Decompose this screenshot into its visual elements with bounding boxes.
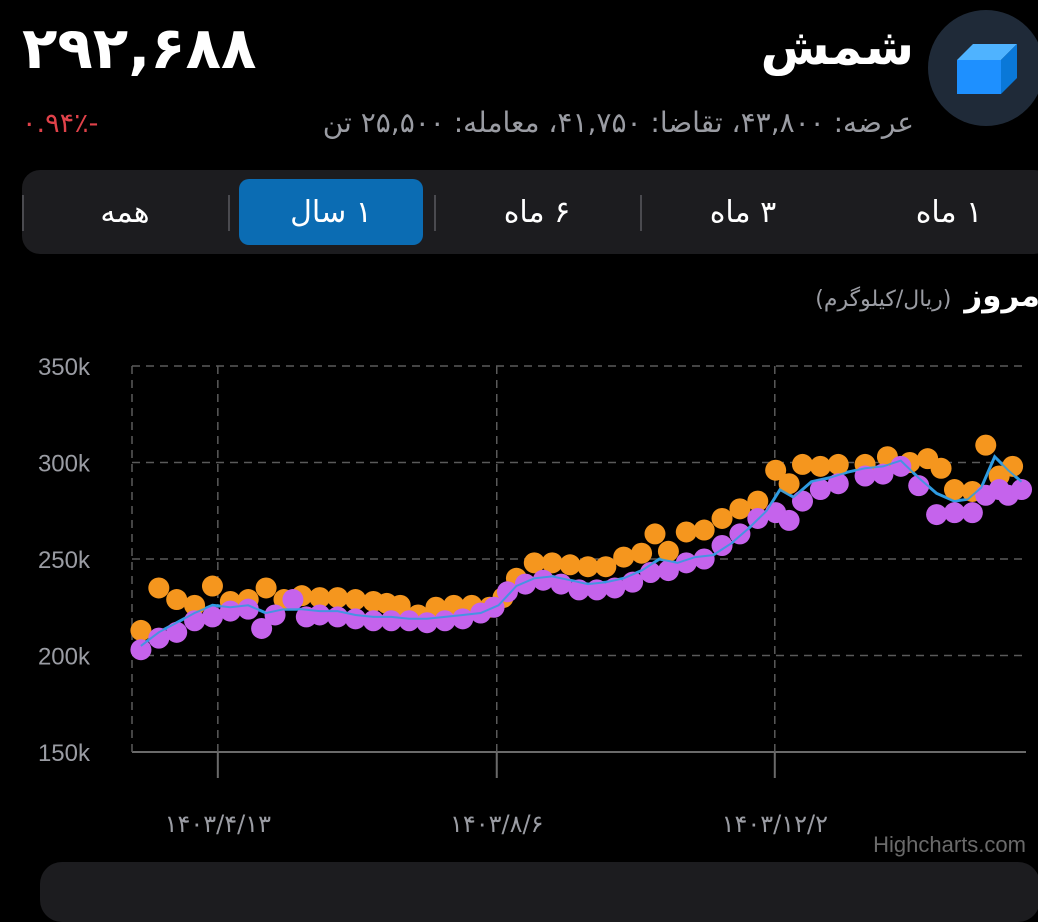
purple-point (711, 534, 733, 556)
orange-point (130, 619, 152, 641)
price-change: -۰.۹۴٪ (22, 108, 99, 139)
orange-point (166, 589, 188, 611)
chart-title: مروز (964, 278, 1038, 314)
purple-point (434, 610, 456, 632)
orange-point (389, 594, 411, 616)
y-tick-label: 250k (38, 547, 91, 574)
orange-point (201, 575, 223, 597)
purple-point (219, 600, 241, 622)
orange-point (309, 587, 331, 609)
orange-point (809, 455, 831, 477)
purple-point (514, 573, 536, 595)
orange-point (644, 523, 666, 545)
purple-point (362, 610, 384, 632)
chart-watermark: Highcharts.com (873, 832, 1026, 857)
orange-point (541, 552, 563, 574)
orange-point (1002, 455, 1024, 477)
orange-point (523, 552, 545, 574)
purple-point (908, 475, 930, 497)
purple-point (251, 617, 273, 639)
orange-point (930, 457, 952, 479)
orange-point (595, 556, 617, 578)
current-price: ۲۹۲,۶۸۸ (22, 14, 257, 82)
tab-1-year[interactable]: ۱ سال (228, 179, 423, 245)
orange-point (148, 577, 170, 599)
orange-point (345, 589, 366, 611)
purple-point (657, 560, 679, 582)
orange-point (327, 587, 349, 609)
purple-point (809, 479, 831, 501)
orange-point (577, 556, 599, 578)
purple-point (872, 463, 894, 485)
orange-point (778, 473, 800, 495)
orange-point (613, 546, 635, 568)
purple-point (452, 608, 474, 630)
series-line-overlay (140, 454, 1023, 647)
purple-point (693, 548, 715, 570)
page-title: شمش (760, 18, 914, 76)
orange-point (943, 479, 965, 501)
gold-bar-icon (928, 10, 1038, 126)
chart-header: مروز (ریال/کیلوگرم) (815, 278, 1038, 314)
x-tick-label: ۱۴۰۳/۴/۱۳ (165, 810, 272, 838)
purple-point (416, 612, 438, 634)
tab-3-months[interactable]: ۳ ماه (640, 179, 835, 245)
tab-all[interactable]: همه (22, 179, 217, 245)
x-tick-label: ۱۴۰۳/۸/۶ (450, 810, 544, 838)
x-tick-label: ۱۴۰۳/۱۲/۲ (722, 810, 828, 838)
purple-point (380, 610, 402, 632)
tab-6-months[interactable]: ۶ ماه (434, 179, 629, 245)
bottom-card[interactable] (40, 862, 1038, 922)
orange-point (975, 434, 997, 456)
orange-point (711, 507, 733, 529)
purple-point (778, 509, 800, 531)
orange-point (657, 540, 679, 562)
purple-point (943, 502, 965, 524)
orange-point (559, 554, 581, 576)
purple-point (890, 455, 912, 477)
purple-point (854, 465, 876, 487)
y-tick-label: 300k (38, 451, 91, 478)
purple-point (398, 610, 420, 632)
orange-point (631, 542, 653, 564)
price-chart[interactable]: 350k 300k 250k 200k 150k ۱۴۰۳/۴/۱۳ ۱۴۰۳/۸/۶ ۱۴۰… (0, 330, 1038, 860)
purple-point (148, 627, 170, 649)
y-tick-label: 350k (38, 354, 91, 381)
purple-point (961, 502, 983, 524)
purple-point (1011, 479, 1033, 501)
purple-point (496, 581, 518, 603)
orange-point (255, 577, 277, 599)
orange-point (729, 498, 751, 520)
purple-point (345, 608, 366, 630)
orange-point (792, 453, 813, 475)
y-tick-label: 150k (38, 740, 91, 767)
purple-point (604, 577, 626, 599)
orange-point (765, 459, 787, 481)
orange-point (693, 519, 715, 541)
chart-unit: (ریال/کیلوگرم) (815, 287, 952, 312)
purple-point (532, 569, 554, 591)
purple-point (309, 604, 331, 626)
purple-point (237, 598, 259, 620)
tab-1-month[interactable]: ۱ ماه (915, 194, 983, 230)
purple-point (166, 621, 188, 643)
purple-point (926, 504, 948, 526)
purple-point (568, 579, 590, 601)
orange-point (747, 490, 769, 512)
purple-point (327, 606, 349, 628)
purple-point (130, 639, 152, 661)
market-stats: عرضه: ۴۳,۸۰۰، تقاضا: ۴۱,۷۵۰، معامله: ۲۵,… (322, 106, 914, 139)
purple-point (827, 473, 849, 495)
orange-point (827, 453, 849, 475)
y-tick-label: 200k (38, 644, 91, 671)
purple-point (264, 604, 286, 626)
purple-point (201, 606, 223, 628)
orange-point (675, 521, 697, 543)
period-tabs: ۱ ماه ۳ ماه ۶ ماه ۱ سال همه (22, 170, 1038, 254)
purple-point (282, 589, 304, 611)
purple-point (792, 490, 813, 512)
